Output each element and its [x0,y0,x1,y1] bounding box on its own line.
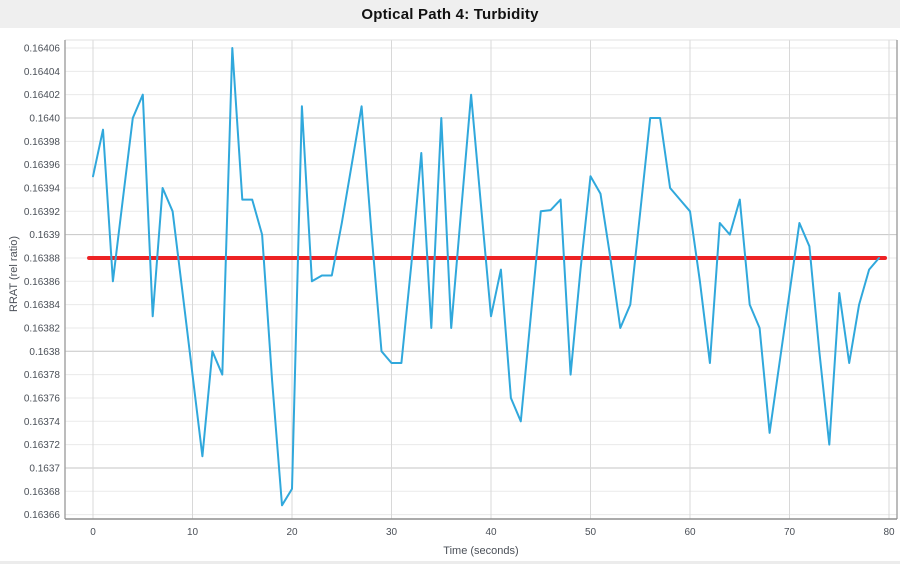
x-tick-label: 50 [585,527,597,538]
y-tick-label: 0.16406 [24,44,61,55]
x-tick-label: 30 [386,527,398,538]
y-tick-label: 0.16366 [24,510,61,521]
y-axis-title: RRAT (rel ratio) [8,236,20,312]
y-tick-label: 0.16386 [24,277,61,288]
y-tick-label: 0.16374 [24,417,61,428]
y-tick-label: 0.16372 [24,440,61,451]
y-tick-label: 0.16382 [24,323,61,334]
y-tick-label: 0.16396 [24,160,61,171]
series-lines [87,47,888,507]
y-tick-label: 0.1640 [29,113,60,124]
y-tick-label: 0.16388 [24,253,61,264]
y-tick-label: 0.16394 [24,183,61,194]
x-tick-label: 40 [485,527,497,538]
axes [64,39,898,520]
y-tick-label: 0.1638 [29,347,60,358]
y-tick-label: 0.16398 [24,137,61,148]
footer-strip [0,561,900,564]
x-tick-label: 60 [684,527,696,538]
chart-canvas: 0.16406 0.16404 0.16402 0.1640 0.16398 0.1639… [24,39,898,539]
chart-title-bar: Optical Path 4: Turbidity [0,0,900,28]
x-tick-label: 0 [90,527,96,538]
y-tick-label: 0.16368 [24,487,61,498]
x-tick-label: 20 [286,527,298,538]
x-axis-title: Time (seconds) [443,545,519,557]
gridlines [65,40,897,519]
series-line-turbidity [92,47,880,507]
y-tick-label: 0.1639 [29,230,60,241]
y-tick-label: 0.16402 [24,90,61,101]
x-tick-label: 80 [883,527,895,538]
y-tick-label: 0.16404 [24,67,61,78]
y-tick-label: 0.16376 [24,393,61,404]
y-tick-label: 0.16378 [24,370,61,381]
x-tick-label: 70 [784,527,796,538]
x-tick-label: 10 [187,527,199,538]
chart-title: Optical Path 4: Turbidity [361,5,539,23]
y-tick-label: 0.16384 [24,300,61,311]
tick-labels: 0.16406 0.16404 0.16402 0.1640 0.16398 0.1639… [24,44,895,539]
y-tick-label: 0.1637 [29,463,60,474]
y-tick-label: 0.16392 [24,207,61,218]
